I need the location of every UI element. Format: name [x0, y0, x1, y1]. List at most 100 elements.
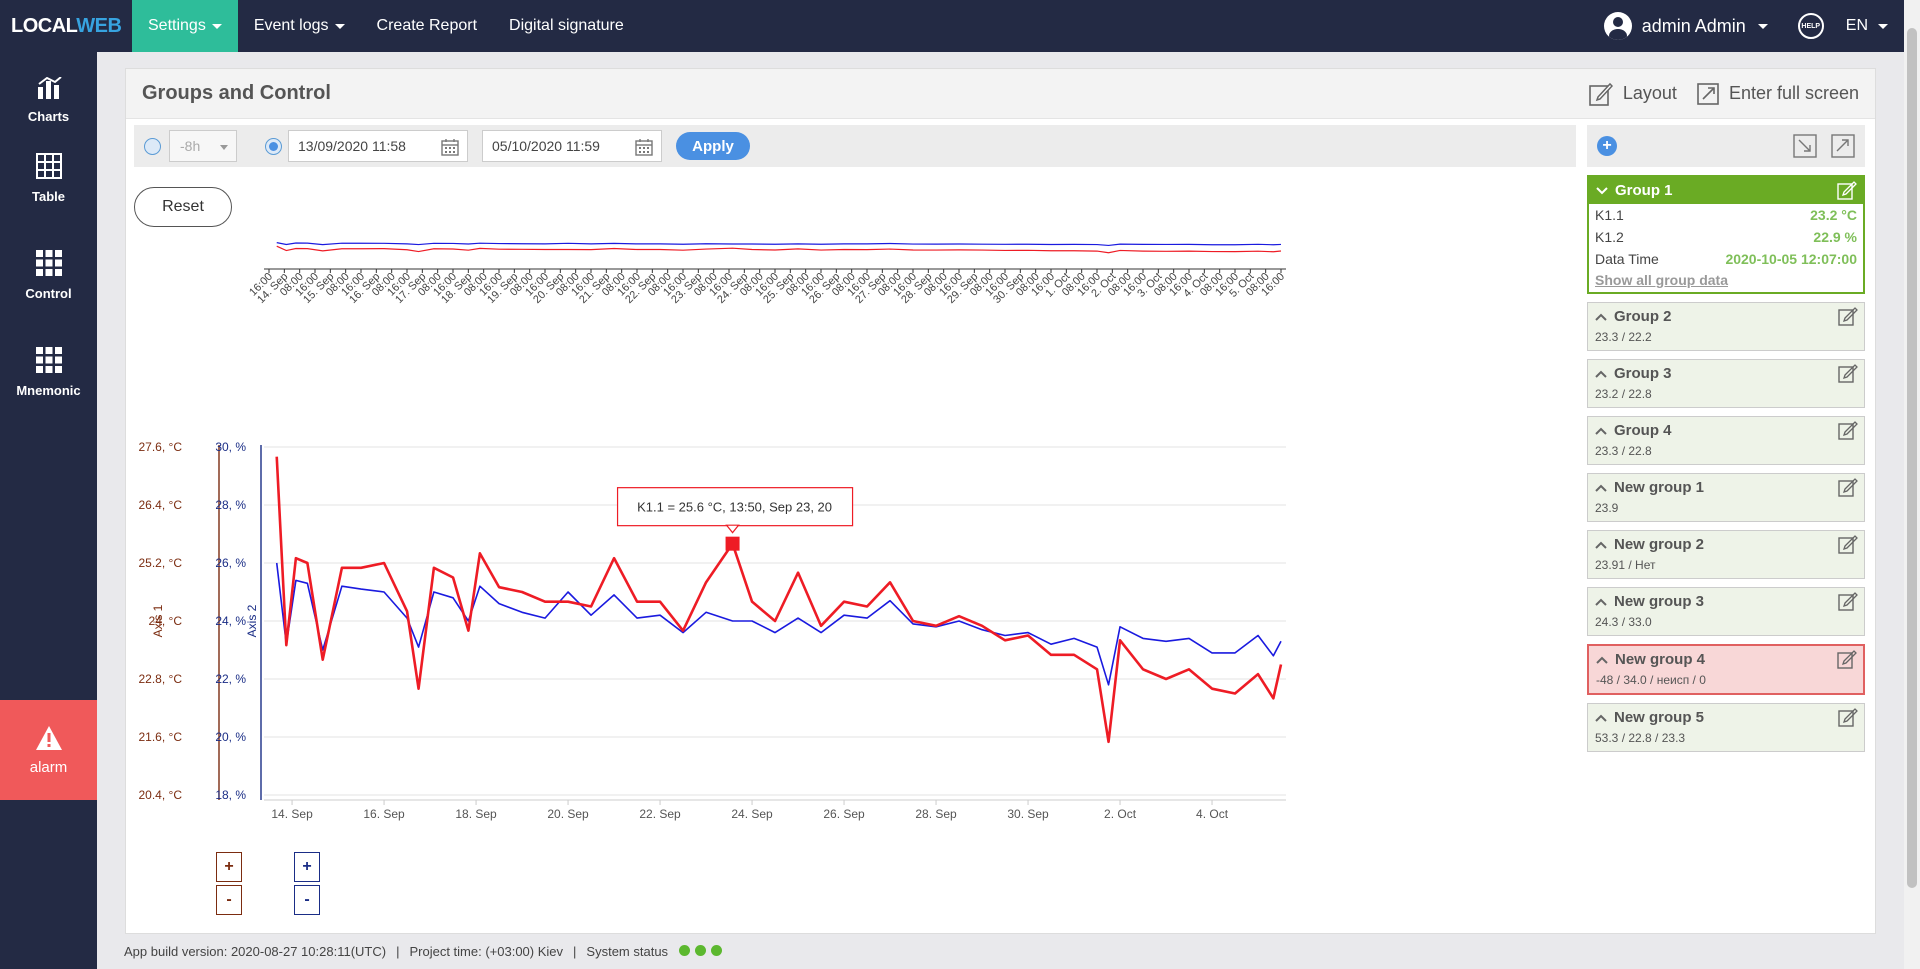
edit-group-icon[interactable] — [1838, 363, 1858, 387]
axis1-tick-label: 25.2, °C — [139, 556, 183, 570]
group-header[interactable]: New group 3 — [1588, 588, 1864, 615]
group-header[interactable]: New group 1 — [1588, 474, 1864, 501]
x-tick-label: 28. Sep — [915, 807, 957, 821]
group-header[interactable]: New group 5 — [1588, 704, 1864, 731]
layout-button[interactable]: Layout — [1589, 82, 1677, 106]
date-from-input[interactable]: 13/09/2020 11:58 — [288, 130, 468, 162]
sidebar-item-mnemonic[interactable]: Mnemonic — [0, 324, 97, 421]
show-all-group-data-link[interactable]: Show all group data — [1595, 272, 1729, 288]
chart-tooltip: K1.1 = 25.6 °C, 13:50, Sep 23, 20 — [616, 487, 854, 551]
nav-right: admin Admin HELP EN — [1588, 0, 1904, 52]
system-status-label: System status — [586, 944, 669, 959]
group-card[interactable]: Group 2 23.3 / 22.2 — [1587, 302, 1865, 351]
date-to-input[interactable]: 05/10/2020 11:59 — [482, 130, 662, 162]
edit-group-icon[interactable] — [1838, 591, 1858, 615]
tooltip-text: K1.1 = 25.6 °C, 13:50, Sep 23, 20 — [637, 500, 832, 515]
user-avatar-icon — [1603, 12, 1632, 40]
group-card[interactable]: Group 1 K1.1 23.2 °C K1.2 22.9 % Data Time 202… — [1587, 175, 1865, 294]
group-name: New group 3 — [1614, 593, 1705, 610]
axis2-zoom-out-button[interactable]: - — [294, 885, 320, 915]
apply-button[interactable]: Apply — [676, 132, 750, 160]
edit-group-icon[interactable] — [1838, 306, 1858, 330]
group-row-label: K1.2 — [1595, 229, 1624, 245]
chevron-up-icon — [1595, 541, 1607, 549]
nav-digital-signature[interactable]: Digital signature — [509, 17, 624, 34]
group-card[interactable]: New group 4 -48 / 34.0 / неисп / 0 — [1587, 644, 1865, 695]
axis1-tick-label: 24, °C — [149, 614, 183, 628]
group-summary: 23.91 / Нет — [1595, 558, 1656, 572]
system-status-indicators — [674, 944, 723, 959]
sidebar-item-control[interactable]: Control — [0, 227, 97, 324]
language-label: EN — [1845, 17, 1868, 34]
group-summary: 23.3 / 22.2 — [1595, 330, 1652, 344]
edit-group-icon[interactable] — [1838, 420, 1858, 444]
absolute-range-radio[interactable] — [265, 137, 282, 155]
group-card[interactable]: New group 5 53.3 / 22.8 / 23.3 — [1587, 703, 1865, 752]
edit-group-icon[interactable] — [1837, 649, 1857, 673]
group-name: New group 4 — [1615, 651, 1706, 668]
page-title: Groups and Control — [142, 82, 331, 104]
page-scrollbar[interactable] — [1904, 0, 1920, 969]
relative-range-radio[interactable] — [144, 137, 161, 155]
edit-group-icon[interactable] — [1837, 180, 1857, 204]
collapse-icon[interactable] — [1793, 134, 1817, 158]
group-summary: 53.3 / 22.8 / 23.3 — [1595, 731, 1686, 745]
chevron-down-icon — [1878, 23, 1888, 29]
nav-settings[interactable]: Settings — [132, 0, 238, 52]
chevron-up-icon — [1595, 598, 1607, 606]
group-header[interactable]: New group 4 — [1589, 646, 1863, 673]
help-icon[interactable]: HELP — [1797, 13, 1824, 39]
group-row-value: 23.2 °C — [1810, 207, 1857, 223]
sidebar-label-charts: Charts — [27, 109, 70, 124]
tooltip-marker — [725, 536, 740, 551]
calendar-icon[interactable] — [441, 138, 459, 156]
group-header[interactable]: New group 2 — [1588, 531, 1864, 558]
group-header[interactable]: Group 1 — [1589, 177, 1863, 204]
axis1-tick-label: 26.4, °C — [139, 498, 183, 512]
expand-icon[interactable] — [1831, 134, 1855, 158]
app-logo[interactable]: LOCALWEB — [0, 15, 132, 38]
status-dot — [695, 945, 707, 956]
axis1-tick-label: 21.6, °C — [139, 730, 183, 744]
group-card[interactable]: Group 4 23.3 / 22.8 — [1587, 416, 1865, 465]
reset-button[interactable]: Reset — [134, 187, 232, 227]
group-card[interactable]: New group 2 23.91 / Нет — [1587, 530, 1865, 579]
axis1-tick-label: 20.4, °C — [139, 788, 183, 802]
edit-group-icon[interactable] — [1838, 534, 1858, 558]
sidebar-item-charts[interactable]: Charts — [0, 52, 97, 130]
logo-local: LOCAL — [11, 14, 77, 37]
calendar-icon[interactable] — [635, 138, 653, 156]
group-card[interactable]: New group 1 23.9 — [1587, 473, 1865, 522]
project-time: Project time: (+03:00) Kiev — [409, 944, 564, 959]
group-header[interactable]: Group 2 — [1588, 303, 1864, 330]
axis2-zoom-in-button[interactable]: + — [294, 852, 320, 882]
x-tick-label: 26. Sep — [823, 807, 865, 821]
group-panel: + Group 1 K1.1 23.2 °C K1.2 22.9 % Data Time 2… — [1587, 125, 1865, 752]
edit-group-icon[interactable] — [1838, 707, 1858, 731]
chevron-up-icon — [1595, 427, 1607, 435]
date-from-value: 13/09/2020 11:58 — [298, 138, 406, 154]
axis2-tick-label: 22, % — [215, 672, 246, 686]
chevron-up-icon — [1595, 484, 1607, 492]
group-card[interactable]: Group 3 23.2 / 22.8 — [1587, 359, 1865, 408]
scrollbar-thumb[interactable] — [1907, 28, 1917, 888]
user-menu[interactable]: admin Admin — [1588, 12, 1784, 40]
fullscreen-button[interactable]: Enter full screen — [1697, 82, 1859, 105]
chart-axes: 27.6, °C 26.4, °C 25.2, °C 24, °C 22.8, °C 21… — [139, 440, 262, 802]
group-card[interactable]: New group 3 24.3 / 33.0 — [1587, 587, 1865, 636]
group-row-label: K1.1 — [1595, 207, 1624, 223]
nav-event-logs[interactable]: Event logs — [238, 0, 361, 52]
add-group-button[interactable]: + — [1597, 136, 1617, 156]
alarm-button[interactable]: alarm — [0, 700, 97, 800]
range-select[interactable]: -8h — [169, 130, 237, 162]
group-header[interactable]: Group 4 — [1588, 417, 1864, 444]
edit-group-icon[interactable] — [1838, 477, 1858, 501]
language-select[interactable]: EN — [1838, 17, 1904, 35]
nav-create-report[interactable]: Create Report — [376, 17, 478, 34]
group-header[interactable]: Group 3 — [1588, 360, 1864, 387]
axis1-zoom-in-button[interactable]: + — [216, 852, 242, 882]
sidebar-item-table[interactable]: Table — [0, 130, 97, 227]
axis1-zoom-out-button[interactable]: - — [216, 885, 242, 915]
